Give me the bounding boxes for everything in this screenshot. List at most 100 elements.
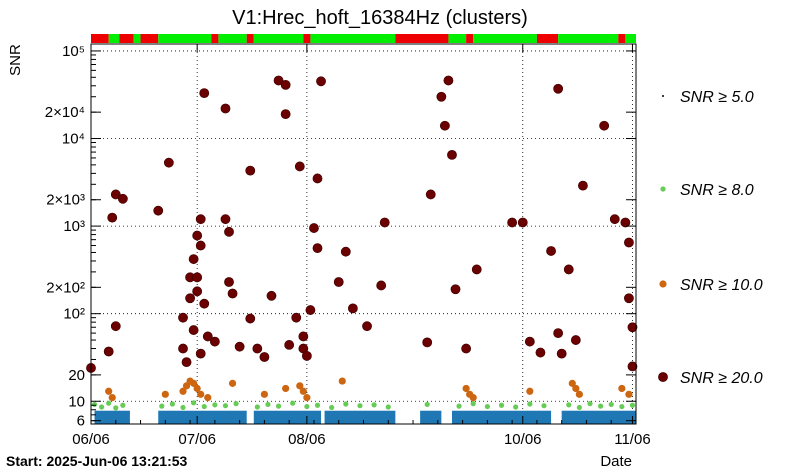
point-snr20-52 (347, 303, 358, 314)
point-snr20-67 (524, 336, 535, 347)
point-snr10-23 (575, 390, 583, 398)
point-snr10-14 (299, 387, 307, 395)
point-snr20-39 (284, 340, 295, 350)
y-tick-label-1: 10 (68, 393, 85, 410)
point-snr8-3 (113, 405, 119, 411)
point-snr20-57 (425, 189, 436, 200)
point-snr20-5 (117, 193, 128, 204)
point-snr8-26 (470, 401, 476, 407)
point-snr20-28 (224, 277, 234, 287)
legend-marker-0 (662, 95, 664, 97)
y-tick-label-7: 10⁴ (62, 131, 85, 148)
point-snr10-1 (108, 394, 116, 402)
point-snr20-24 (209, 336, 220, 347)
legend-label-2: SNR ≥ 10.0 (680, 277, 763, 294)
segment-on-5 (158, 34, 212, 43)
point-snr20-74 (570, 335, 581, 345)
point-snr20-45 (305, 305, 316, 315)
point-snr8-27 (484, 403, 490, 410)
point-snr20-12 (185, 293, 195, 304)
x-tick-label-1: 07/06 (178, 431, 216, 448)
point-snr20-36 (273, 75, 284, 86)
point-snr20-58 (436, 91, 447, 102)
point-snr10-6 (190, 379, 198, 387)
segment-on-17 (558, 34, 619, 43)
point-snr20-73 (563, 264, 574, 275)
point-snr8-13 (254, 404, 260, 410)
point-snr8-4 (120, 402, 126, 408)
point-snr10-16 (338, 377, 346, 385)
segment-on-3 (133, 34, 141, 43)
start-time-label: Start: 2025-Jun-06 13:21:53 (6, 453, 188, 469)
point-snr8-15 (275, 403, 282, 409)
point-snr8-5 (159, 403, 165, 409)
y-tick-label-9: 10⁵ (62, 43, 85, 60)
snr5-band-6 (561, 410, 636, 424)
point-snr20-77 (609, 214, 620, 225)
point-snr8-10 (212, 402, 218, 408)
y-tick-label-4: 2×10² (46, 279, 85, 296)
point-snr20-38 (280, 109, 291, 120)
point-snr20-26 (220, 214, 231, 225)
point-snr20-29 (227, 288, 238, 299)
point-snr8-32 (566, 402, 572, 408)
point-snr8-11 (222, 403, 229, 409)
segment-off-16 (536, 34, 559, 43)
point-snr20-62 (450, 284, 461, 295)
legend-label-1: SNR ≥ 8.0 (680, 182, 754, 199)
point-snr8-33 (576, 404, 582, 411)
point-snr10-21 (568, 379, 576, 387)
segment-off-8 (246, 34, 254, 43)
plot-background (91, 44, 636, 424)
segment-on-7 (218, 34, 247, 43)
point-snr20-23 (202, 331, 213, 342)
point-snr10-13 (296, 382, 304, 390)
point-snr20-49 (316, 76, 326, 87)
point-snr20-9 (178, 343, 188, 354)
point-snr8-21 (357, 403, 363, 409)
point-snr8-9 (201, 403, 207, 410)
point-snr20-18 (195, 214, 206, 225)
point-snr20-78 (620, 217, 631, 228)
legend-label-3: SNR ≥ 20.0 (680, 370, 763, 387)
point-snr20-79 (624, 237, 634, 248)
point-snr8-16 (290, 400, 296, 406)
plot-area: 06/06 07/06 08/06 10/06 11/06 6 10 20 10² 2×10² 10… (45, 43, 651, 448)
x-tick-label-2: 08/06 (288, 431, 326, 448)
segment-on-15 (473, 34, 537, 43)
axis-ticks: 06/06 07/06 08/06 10/06 11/06 6 10 20 10² 2×10² 10… (45, 43, 651, 448)
point-snr20-17 (192, 286, 203, 297)
point-snr20-2 (107, 212, 118, 223)
point-snr10-11 (260, 390, 269, 398)
point-snr20-30 (234, 341, 245, 352)
segment-off-18 (618, 34, 626, 43)
point-snr20-32 (245, 313, 256, 324)
legend-marker-2 (659, 280, 667, 288)
legend: SNR ≥ 5.0 SNR ≥ 8.0 SNR ≥ 10.0 SNR ≥ 20.0 (658, 89, 763, 387)
point-snr20-14 (188, 254, 199, 264)
segment-on-11 (310, 34, 396, 43)
y-tick-label-6: 2×10³ (46, 192, 85, 209)
point-snr10-20 (526, 387, 534, 395)
point-snr10-0 (105, 387, 113, 395)
point-snr20-41 (294, 161, 305, 172)
point-snr20-33 (252, 343, 263, 354)
point-snr10-3 (179, 387, 187, 395)
point-snr8-8 (191, 400, 197, 406)
segment-bar (91, 34, 636, 43)
segment-off-14 (466, 34, 474, 43)
point-snr8-31 (541, 403, 547, 409)
point-snr10-22 (572, 384, 580, 393)
point-snr20-27 (224, 226, 234, 237)
point-snr20-66 (517, 217, 528, 228)
point-snr20-31 (245, 165, 256, 176)
point-snr8-37 (619, 403, 625, 410)
x-tick-label-0: 06/06 (72, 431, 110, 448)
point-snr20-71 (553, 328, 564, 339)
point-snr10-15 (303, 394, 311, 402)
point-snr8-6 (169, 401, 175, 407)
point-snr20-69 (546, 246, 556, 256)
point-snr20-55 (379, 217, 390, 228)
series-snr5 (94, 410, 636, 424)
point-snr20-10 (181, 357, 192, 367)
